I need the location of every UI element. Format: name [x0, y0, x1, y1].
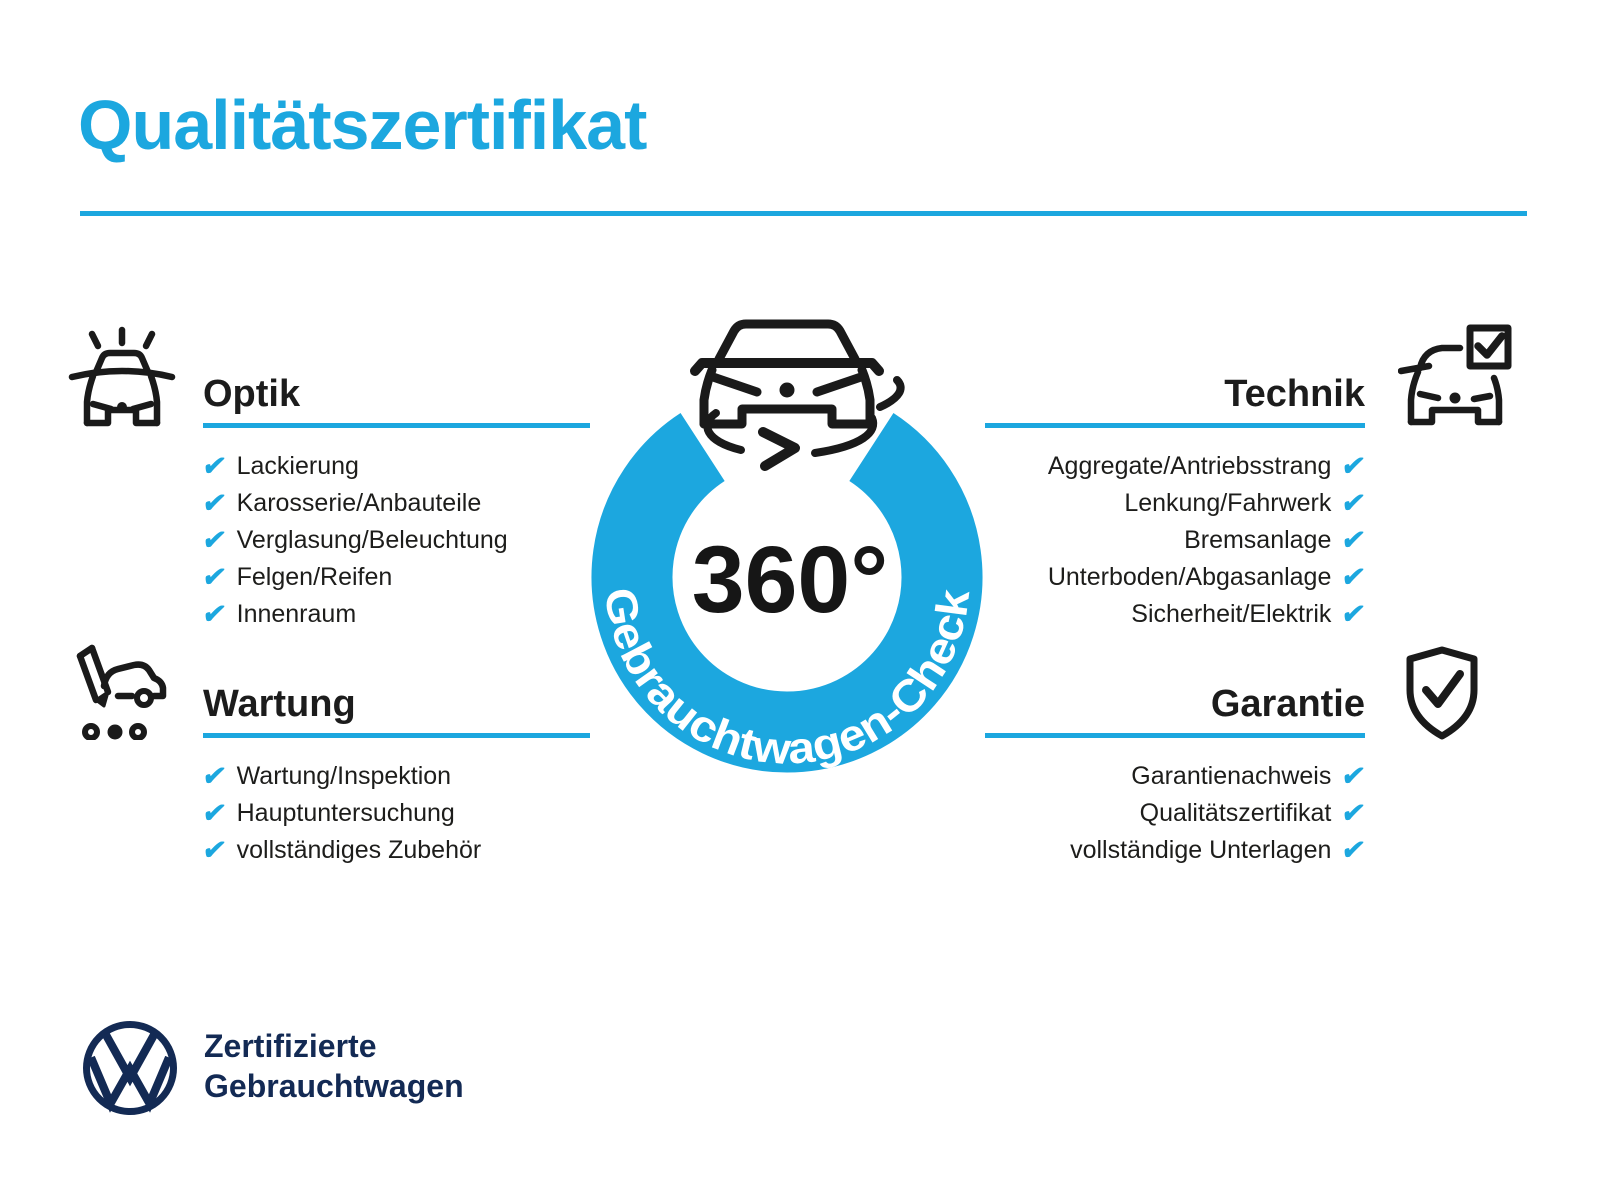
check-icon: ✔	[1339, 835, 1368, 865]
section-underline	[203, 733, 590, 738]
list-item: Qualitätszertifikat ✔	[1139, 798, 1368, 828]
list-item: ✔ Innenraum	[200, 599, 357, 629]
check-icon: ✔	[1339, 488, 1368, 518]
check-icon: ✔	[1339, 451, 1368, 481]
list-item: ✔ Felgen/Reifen	[200, 562, 393, 592]
list-item: ✔ Lackierung	[200, 451, 359, 481]
check-icon: ✔	[1339, 525, 1368, 555]
pencil-car-icon	[76, 644, 167, 740]
list-item: ✔ Hauptuntersuchung	[200, 798, 455, 828]
degree-label: 360°	[692, 527, 889, 633]
list-item: Bremsanlage ✔	[1184, 525, 1368, 555]
list-item: vollständige Unterlagen ✔	[1070, 835, 1368, 865]
checklist-technik: Aggregate/Antriebsstrang ✔ Lenkung/Fahrwe…	[985, 448, 1368, 633]
vw-logo	[83, 1021, 177, 1115]
check-icon: ✔	[200, 562, 229, 592]
car-checkbox-icon	[1398, 324, 1512, 426]
check-icon: ✔	[200, 451, 229, 481]
list-item: Sicherheit/Elektrik ✔	[1131, 599, 1368, 629]
car-shine-icon	[68, 326, 176, 427]
section-wartung-title: Wartung	[203, 683, 356, 725]
check-icon: ✔	[200, 488, 229, 518]
list-item: ✔ Verglasung/Beleuchtung	[200, 525, 508, 555]
check-icon: ✔	[200, 798, 229, 828]
list-item: Lenkung/Fahrwerk ✔	[1124, 488, 1368, 518]
section-technik: Technik Aggregate/Antriebsstrang ✔ Lenkun…	[985, 373, 1368, 633]
shield-check-icon	[1406, 646, 1478, 740]
check-icon: ✔	[200, 761, 229, 791]
check-icon: ✔	[200, 835, 229, 865]
checklist-garantie: Garantienachweis ✔ Qualitätszertifikat ✔ v…	[985, 758, 1368, 869]
list-item: ✔ vollständiges Zubehör	[200, 835, 482, 865]
list-item: Aggregate/Antriebsstrang ✔	[1047, 451, 1368, 481]
list-item: ✔ Wartung/Inspektion	[200, 761, 452, 791]
page-title: Qualitätszertifikat	[78, 86, 647, 164]
check-icon: ✔	[200, 525, 229, 555]
section-technik-title: Technik	[1224, 373, 1365, 415]
check-icon: ✔	[1339, 562, 1368, 592]
check-icon: ✔	[1339, 761, 1368, 791]
section-garantie: Garantie Garantienachweis ✔ Qualitätszert…	[985, 683, 1368, 869]
section-underline	[985, 423, 1365, 428]
list-item: Garantienachweis ✔	[1131, 761, 1368, 791]
ring-arc	[591, 413, 983, 773]
title-divider	[80, 211, 1527, 216]
check-icon: ✔	[1339, 798, 1368, 828]
checklist-wartung: ✔ Wartung/Inspektion ✔ Hauptuntersuchung ✔…	[200, 758, 590, 869]
section-underline	[203, 423, 590, 428]
brand-line-2: Gebrauchtwagen	[204, 1068, 464, 1104]
section-wartung: Wartung ✔ Wartung/Inspektion ✔ Hauptunters…	[200, 683, 590, 869]
section-optik-title: Optik	[203, 373, 301, 415]
checklist-optik: ✔ Lackierung ✔ Karosserie/Anbauteile ✔ Verg…	[200, 448, 590, 633]
brand-text: Zertifizierte Gebrauchtwagen	[204, 1026, 464, 1106]
check-icon: ✔	[200, 599, 229, 629]
car-rotation-icon	[690, 319, 905, 471]
ring-label: Gebrauchtwagen-Check	[595, 585, 980, 775]
list-item: Unterboden/Abgasanlage ✔	[1047, 562, 1368, 592]
brand-line-1: Zertifizierte	[204, 1028, 377, 1064]
list-item: ✔ Karosserie/Anbauteile	[200, 488, 482, 518]
section-optik: Optik ✔ Lackierung ✔ Karosserie/Anbauteile…	[200, 373, 590, 633]
section-underline	[985, 733, 1365, 738]
section-garantie-title: Garantie	[1210, 683, 1365, 725]
check-icon: ✔	[1339, 599, 1368, 629]
